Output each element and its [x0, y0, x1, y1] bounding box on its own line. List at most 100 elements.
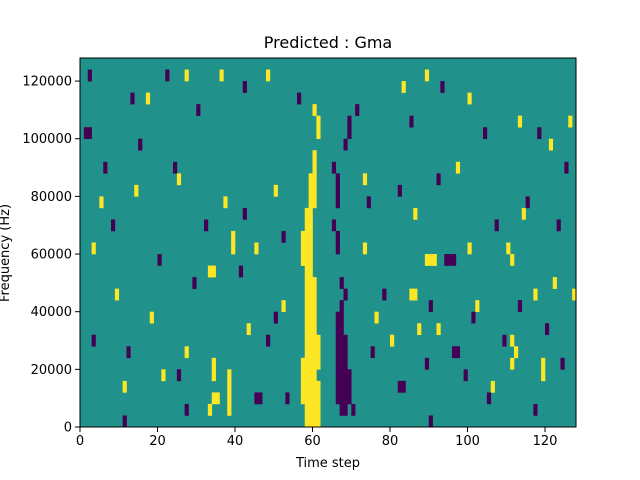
heatmap-cell	[316, 334, 321, 347]
heatmap-cell	[428, 415, 433, 428]
heatmap-cell	[161, 369, 166, 382]
heatmap-cell	[428, 300, 433, 312]
heatmap-cells	[83, 69, 577, 428]
heatmap-cell	[304, 265, 309, 278]
heatmap-cell	[335, 184, 340, 197]
heatmap-cell	[308, 230, 313, 243]
heatmap-cell	[413, 207, 418, 220]
heatmap-cell	[401, 81, 406, 93]
y-axis: 0 20000 40000 60000 80000 100000 120000	[22, 75, 80, 436]
heatmap-cell	[99, 196, 104, 209]
heatmap-cell	[401, 380, 406, 393]
heatmap-cell	[223, 196, 228, 209]
heatmap-cell	[343, 346, 348, 359]
chart-title: Predicted : Gma	[264, 33, 392, 52]
heatmap-cell	[517, 115, 523, 128]
heatmap-cell	[409, 288, 414, 301]
heatmap-cell	[521, 207, 526, 220]
heatmap-cell	[316, 403, 321, 416]
heatmap-cell	[300, 369, 306, 382]
heatmap-cell	[304, 369, 309, 382]
heatmap-cell	[304, 403, 309, 416]
heatmap-cell	[304, 334, 309, 347]
heatmap-cell	[335, 357, 340, 370]
heatmap-cell	[227, 369, 232, 382]
heatmap-cell	[339, 277, 344, 289]
heatmap-cell	[541, 369, 546, 382]
heatmap-cell	[335, 311, 340, 324]
heatmap-cell	[308, 323, 313, 336]
heatmap-cell	[339, 323, 344, 336]
x-axis-label: Time step	[295, 456, 360, 471]
heatmap-cell	[300, 380, 306, 393]
heatmap-cell	[440, 81, 445, 93]
heatmap-cell	[300, 230, 306, 243]
y-tick-label: 80000	[31, 190, 72, 205]
heatmap-cell	[335, 173, 340, 186]
heatmap-cell	[510, 334, 515, 347]
heatmap-cell	[424, 254, 430, 266]
heatmap-cell	[463, 369, 468, 382]
heatmap-cell	[227, 392, 232, 405]
plot-area	[79, 57, 577, 428]
y-tick-label: 20000	[31, 363, 72, 378]
heatmap-cell	[347, 380, 352, 393]
heatmap-cell	[242, 81, 247, 93]
heatmap-cell	[490, 380, 495, 393]
heatmap-cell	[308, 207, 313, 220]
heatmap-cell	[312, 369, 317, 382]
heatmap-cell	[312, 196, 317, 209]
heatmap-cell	[297, 92, 302, 105]
y-tick-label: 40000	[31, 305, 72, 320]
heatmap-cell	[304, 380, 309, 393]
heatmap-cell	[343, 357, 348, 370]
heatmap-cell	[339, 403, 344, 416]
heatmap-cell	[254, 392, 259, 405]
x-tick-label: 20	[149, 434, 166, 449]
heatmap-cell	[347, 392, 352, 405]
heatmap-cell	[304, 207, 309, 220]
heatmap-cell	[424, 69, 430, 82]
heatmap-cell	[308, 403, 313, 416]
heatmap-cell	[207, 265, 213, 278]
heatmap-cell	[467, 92, 472, 105]
heatmap-cell	[455, 161, 461, 174]
heatmap-cell	[211, 369, 216, 382]
heatmap-cell	[285, 392, 290, 405]
heatmap-cell	[304, 219, 309, 232]
heatmap-cell	[510, 254, 515, 266]
heatmap-cell	[312, 300, 317, 312]
heatmap-cell	[432, 254, 437, 266]
heatmap-cell	[312, 403, 317, 416]
heatmap-cell	[548, 138, 554, 151]
heatmap-cell	[312, 346, 317, 359]
heatmap-cell	[339, 334, 344, 347]
heatmap-cell	[316, 357, 321, 370]
heatmap-cell	[308, 288, 313, 301]
heatmap-cell	[514, 346, 519, 359]
heatmap-cell	[308, 196, 313, 209]
heatmap-cell	[304, 357, 309, 370]
heatmap-cell	[184, 346, 189, 359]
heatmap-cell	[335, 346, 340, 359]
heatmap-cell	[266, 69, 271, 82]
heatmap-cell	[572, 288, 577, 301]
heatmap-cell	[467, 242, 472, 255]
heatmap-cell	[343, 380, 348, 393]
heatmap-cell	[308, 173, 313, 186]
heatmap-cell	[335, 323, 340, 336]
heatmap-cell	[339, 311, 344, 324]
heatmap-cell	[339, 357, 344, 370]
y-tick-label: 60000	[31, 248, 72, 263]
heatmap-cell	[428, 254, 433, 266]
heatmap-cell	[335, 242, 340, 255]
heatmap-cell	[335, 369, 340, 382]
heatmap-background	[80, 58, 576, 427]
y-tick-label: 0	[64, 421, 72, 436]
heatmap-cell	[347, 369, 352, 382]
heatmap-cell	[312, 161, 317, 174]
heatmap-cell	[273, 311, 278, 324]
heatmap-cell	[316, 392, 321, 405]
heatmap-cell	[545, 323, 550, 336]
heatmap-cell	[211, 265, 216, 278]
